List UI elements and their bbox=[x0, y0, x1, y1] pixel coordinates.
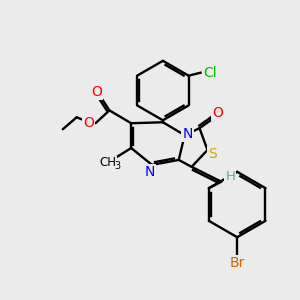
Text: N: N bbox=[182, 127, 193, 141]
Text: O: O bbox=[91, 85, 102, 98]
Text: CH: CH bbox=[99, 156, 116, 170]
Text: H: H bbox=[225, 170, 235, 183]
Text: Cl: Cl bbox=[204, 66, 217, 80]
Text: S: S bbox=[208, 147, 217, 161]
Text: Br: Br bbox=[230, 256, 245, 270]
Text: N: N bbox=[145, 165, 155, 179]
Text: O: O bbox=[83, 116, 94, 130]
Text: O: O bbox=[212, 106, 223, 120]
Text: 3: 3 bbox=[114, 161, 121, 171]
